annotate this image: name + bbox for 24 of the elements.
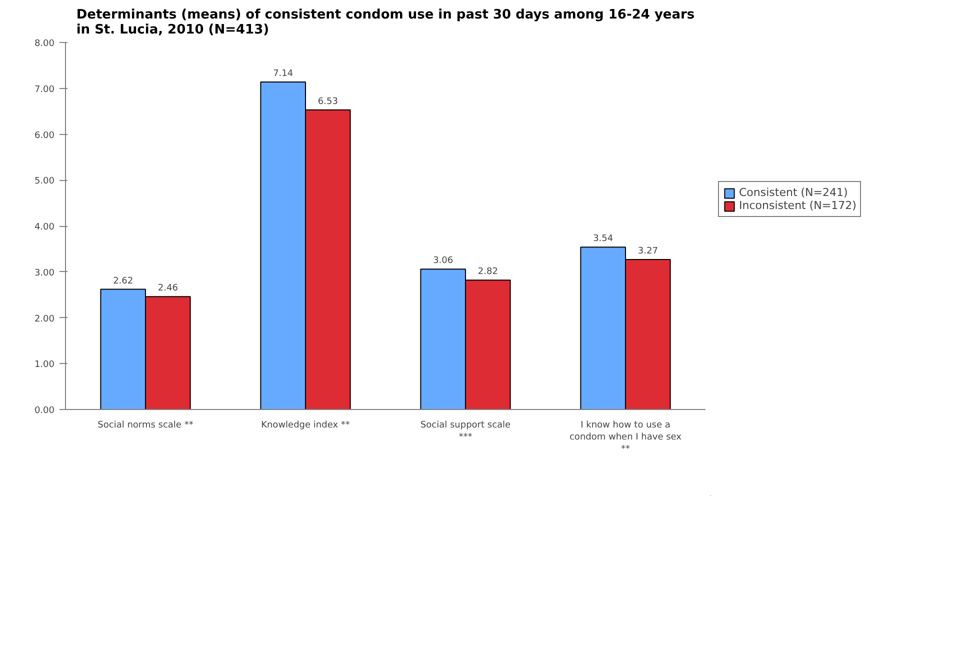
data-label: 7.14: [273, 68, 294, 79]
y-tick-label: 4.00: [34, 222, 55, 232]
data-label: 3.54: [593, 234, 614, 244]
data-label: 6.53: [318, 96, 338, 107]
legend-label: Inconsistent (N=172): [739, 199, 856, 212]
y-tick-label: 0.00: [34, 406, 55, 416]
y-tick-label: 7.00: [34, 84, 55, 95]
legend-label: Consistent (N=241): [739, 186, 848, 199]
y-tick-label: 1.00: [34, 360, 55, 370]
data-label: 2.46: [158, 284, 178, 294]
y-tick-label: 8.00: [34, 39, 55, 49]
x-tick-label: Knowledge index **: [261, 420, 350, 430]
data-label: 3.06: [433, 256, 454, 266]
chart-title: Determinants (means) of consistent condom use in past 30 days among 16-24 years in St. Lucia, 2010 (N=413): [76, 8, 695, 38]
data-label: 3.27: [638, 246, 658, 256]
x-tick-label: Social support scale ***: [420, 420, 512, 442]
y-tick-label: 6.00: [34, 130, 55, 141]
x-tick-label: I know how to use a condom when I have sex **: [569, 420, 682, 454]
y-tick-label: 2.00: [34, 314, 55, 324]
y-tick-label: 5.00: [34, 176, 55, 187]
x-tick-label: Social norms scale **: [98, 420, 194, 430]
data-label: 2.82: [478, 267, 498, 278]
data-label: 2.62: [113, 276, 134, 286]
y-tick-label: 3.00: [34, 268, 55, 278]
